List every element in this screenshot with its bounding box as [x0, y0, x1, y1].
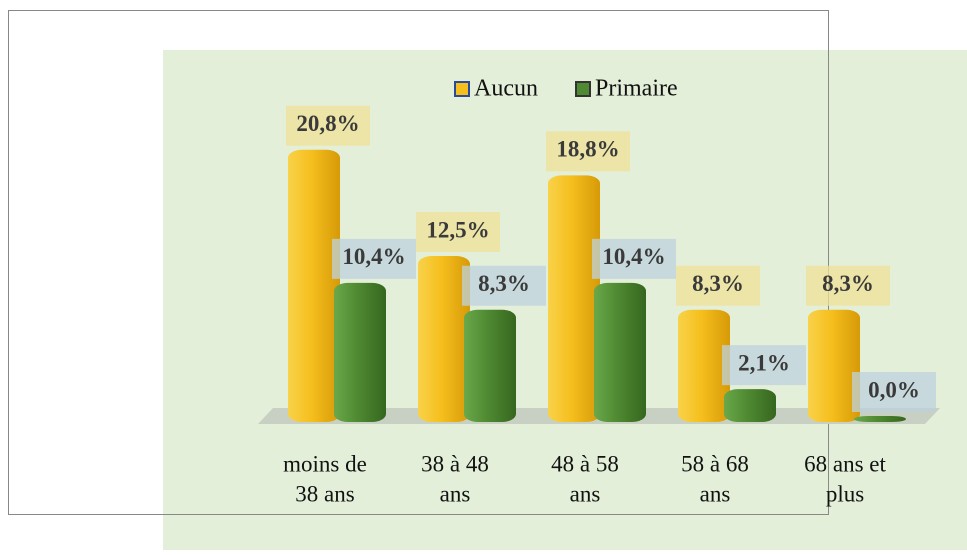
data-label: 18,8% [556, 137, 619, 162]
bar [464, 309, 516, 422]
data-label: 20,8% [296, 111, 359, 136]
bar [594, 282, 646, 422]
data-label-box [332, 238, 416, 279]
bar [288, 149, 340, 422]
legend-swatch [454, 81, 470, 97]
data-label-box [546, 131, 630, 172]
bar [678, 309, 730, 422]
legend-label: Aucun [474, 76, 538, 102]
x-tick-label: 58 à 68 [681, 451, 749, 476]
data-label-box [806, 265, 890, 306]
data-label: 10,4% [602, 244, 665, 269]
bar [854, 416, 906, 422]
bar [418, 256, 470, 422]
x-tick-label: ans [570, 481, 601, 506]
data-label-box [592, 238, 676, 279]
data-label: 12,5% [426, 217, 489, 242]
x-tick-label: 38 à 48 [421, 451, 489, 476]
data-label-box [676, 265, 760, 306]
bar [334, 282, 386, 422]
data-label: 0,0% [868, 377, 920, 402]
data-label-box [286, 105, 370, 146]
bar [548, 175, 600, 422]
data-label-box [722, 345, 806, 386]
bar [808, 309, 860, 422]
frame [8, 10, 829, 515]
data-label: 2,1% [738, 350, 790, 375]
legend-label: Primaire [595, 76, 678, 102]
x-tick-label: 68 ans et [804, 451, 886, 476]
data-label: 10,4% [342, 244, 405, 269]
x-tick-label: 38 ans [295, 481, 354, 506]
data-label-box [462, 265, 546, 306]
x-tick-label: moins de [283, 451, 367, 476]
data-label-box [852, 372, 936, 412]
x-tick-label: ans [440, 481, 471, 506]
data-label-box [416, 212, 500, 252]
data-label: 8,3% [478, 271, 530, 296]
data-label: 8,3% [822, 271, 874, 296]
x-tick-label: ans [700, 481, 731, 506]
legend-swatch [575, 81, 591, 97]
x-tick-label: 48 à 58 [551, 451, 619, 476]
x-tick-label: plus [826, 481, 864, 506]
bar [724, 389, 776, 422]
data-label: 8,3% [692, 271, 744, 296]
